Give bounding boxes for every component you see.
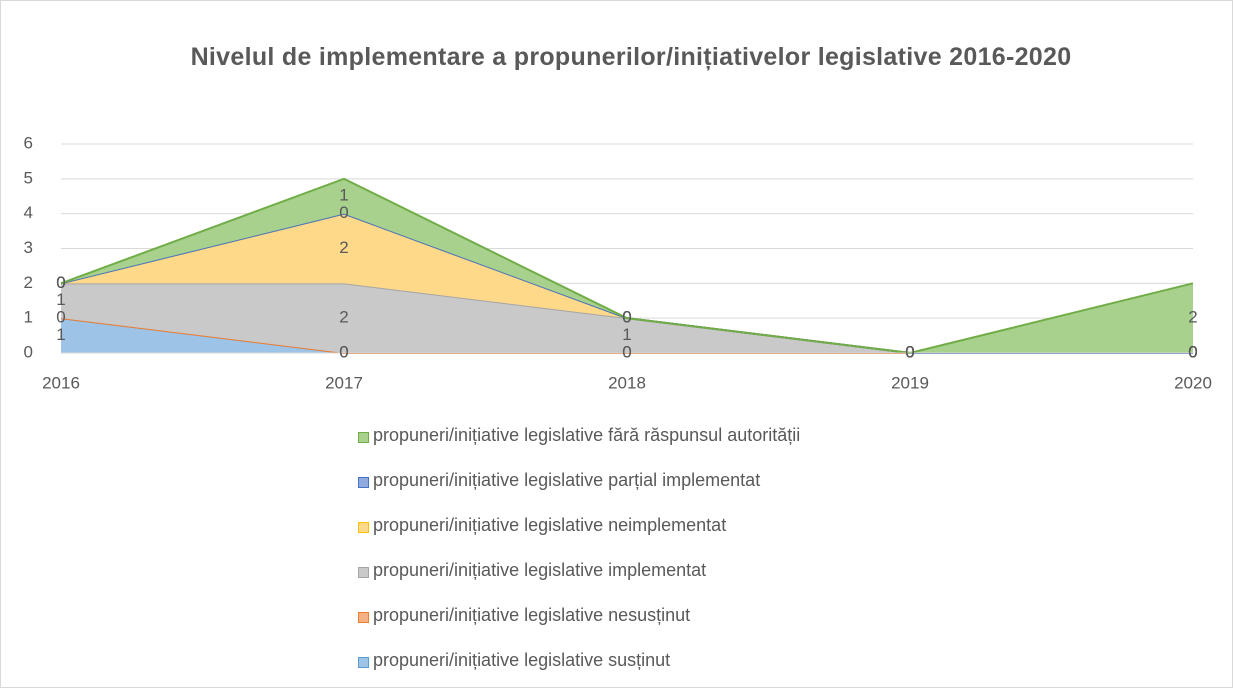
y-tick-label: 0 (24, 342, 33, 361)
x-tick-label: 2016 (42, 373, 80, 392)
y-tick-label: 2 (24, 273, 33, 292)
y-tick-label: 1 (24, 308, 33, 327)
data-label: 0 (905, 342, 914, 361)
legend-swatch (358, 477, 369, 488)
data-label: 0 (339, 342, 348, 361)
legend-label: propuneri/inițiative legislative fără ră… (373, 425, 801, 445)
area (61, 213, 1193, 353)
y-tick-label: 5 (24, 168, 33, 187)
y-tick-label: 6 (24, 133, 33, 152)
legend-label: propuneri/inițiative legislative impleme… (373, 560, 707, 580)
data-label: 0 (905, 342, 914, 361)
legend-label: propuneri/inițiative legislative parțial… (373, 470, 761, 490)
data-label: 0 (622, 308, 631, 327)
legend-swatch (358, 657, 369, 668)
data-label: 0 (622, 342, 631, 361)
data-label: 2 (339, 238, 348, 257)
data-label: 2 (1188, 308, 1197, 327)
data-label: 0 (905, 342, 914, 361)
data-label: 0 (56, 308, 65, 327)
data-label: 0 (622, 308, 631, 327)
data-label: 1 (339, 186, 348, 205)
data-label: 0 (339, 342, 348, 361)
data-label: 0 (339, 203, 348, 222)
y-tick-label: 4 (24, 203, 33, 222)
legend-item: propuneri/inițiative legislative neimple… (358, 515, 800, 560)
legend-swatch (358, 567, 369, 578)
x-tick-label: 2019 (891, 373, 929, 392)
data-label: 0 (56, 273, 65, 292)
data-label: 0 (1188, 342, 1197, 361)
data-label: 2 (339, 308, 348, 327)
data-label: 0 (56, 273, 65, 292)
area (61, 318, 1193, 353)
data-label: 0 (1188, 342, 1197, 361)
legend-swatch (358, 522, 369, 533)
data-label: 0 (622, 308, 631, 327)
data-label: 0 (1188, 342, 1197, 361)
data-label: 1 (56, 325, 65, 344)
data-label: 0 (1188, 342, 1197, 361)
data-label: 1 (622, 325, 631, 344)
data-label: 0 (905, 342, 914, 361)
legend-item: propuneri/inițiative legislative impleme… (358, 560, 800, 605)
area-line (60, 177, 1194, 355)
data-label: 0 (905, 342, 914, 361)
legend-label: propuneri/inițiative legislative susținu… (373, 650, 671, 670)
legend-swatch (358, 432, 369, 443)
x-tick-label: 2018 (608, 373, 646, 392)
x-tick-label: 2017 (325, 373, 363, 392)
legend-item: propuneri/inițiative legislative susținu… (358, 650, 800, 687)
legend-label: propuneri/inițiative legislative nesusți… (373, 605, 691, 625)
data-label: 0 (905, 342, 914, 361)
legend-item: propuneri/inițiative legislative parțial… (358, 470, 800, 515)
x-tick-label: 2020 (1174, 373, 1212, 392)
data-label: 0 (622, 342, 631, 361)
data-label: 0 (56, 273, 65, 292)
chart-title: Nivelul de implementare a propunerilor/i… (190, 43, 1072, 71)
legend: propuneri/inițiative legislative fără ră… (358, 425, 800, 687)
data-label: 0 (1188, 342, 1197, 361)
y-tick-label: 3 (24, 238, 33, 257)
legend-item: propuneri/inițiative legislative fără ră… (358, 425, 800, 470)
legend-item: propuneri/inițiative legislative nesusți… (358, 605, 800, 650)
legend-label: propuneri/inițiative legislative neimple… (373, 515, 727, 535)
data-label: 1 (56, 290, 65, 309)
legend-swatch (358, 612, 369, 623)
